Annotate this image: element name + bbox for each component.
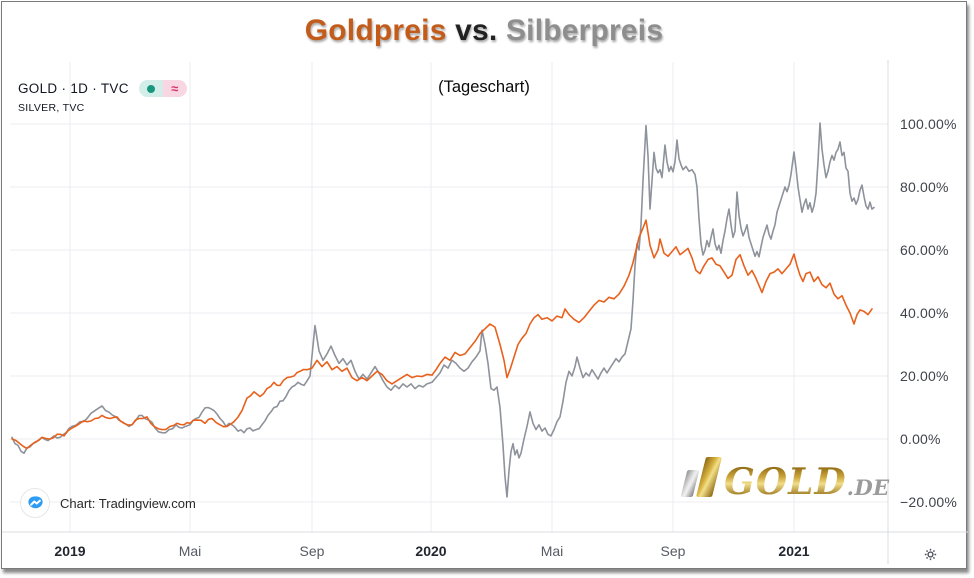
- axis-settings-gear-icon[interactable]: [920, 544, 940, 564]
- tradingview-logo-icon: [20, 488, 50, 518]
- approximate-data-icon[interactable]: ≈: [162, 80, 187, 97]
- y-axis-tick-label: 20.00%: [900, 368, 949, 384]
- series-line-silver: [11, 122, 875, 498]
- x-axis-tick-label: Sep: [660, 543, 686, 559]
- title-silver: Silberpreis: [505, 14, 664, 47]
- chart-attribution: Chart: Tradingview.com: [20, 488, 196, 518]
- title-gold: Goldpreis: [304, 14, 447, 47]
- attribution-label: Chart: Tradingview.com: [60, 495, 196, 511]
- chart-legend: GOLD · 1D · TVC ≈ SILVER, TVC: [18, 80, 187, 114]
- chart-frame: Goldpreis vs. Silberpreis (Tageschart) G…: [1, 1, 968, 569]
- brand-name: GOLD: [724, 461, 847, 503]
- brand-tld: .DE: [846, 475, 890, 500]
- x-axis-tick-label: 2020: [415, 543, 447, 559]
- gold-de-logo: GOLD .DE: [680, 454, 890, 503]
- x-axis-tick-label: 2019: [54, 543, 86, 559]
- chart-subtitle: (Tageschart): [438, 78, 530, 96]
- series-line-gold: [11, 219, 873, 450]
- y-axis-tick-label: 40.00%: [900, 305, 949, 321]
- legend-compare-label: SILVER, TVC: [18, 102, 85, 114]
- page-title: Goldpreis vs. Silberpreis: [2, 14, 966, 48]
- gold-de-bars-icon: [680, 454, 724, 502]
- y-axis-tick-label: 80.00%: [900, 179, 949, 195]
- chart-plot-svg: [2, 60, 968, 564]
- legend-status-badges[interactable]: ≈: [138, 80, 187, 97]
- x-axis-tick-label: Mai: [178, 543, 202, 559]
- legend-symbol-label: GOLD · 1D · TVC: [18, 81, 129, 96]
- title-vs: vs.: [446, 14, 506, 47]
- y-axis-tick-label: 100.00%: [900, 116, 957, 132]
- x-axis-tick-label: Sep: [299, 543, 325, 559]
- y-axis-tick-label: 0.00%: [900, 431, 941, 447]
- y-axis-tick-label: 60.00%: [900, 242, 949, 258]
- market-status-dot-icon[interactable]: [138, 80, 163, 97]
- x-axis-tick-label: 2021: [778, 543, 810, 559]
- y-axis-tick-label: −20.00%: [900, 494, 958, 510]
- x-axis-tick-label: Mai: [540, 543, 564, 559]
